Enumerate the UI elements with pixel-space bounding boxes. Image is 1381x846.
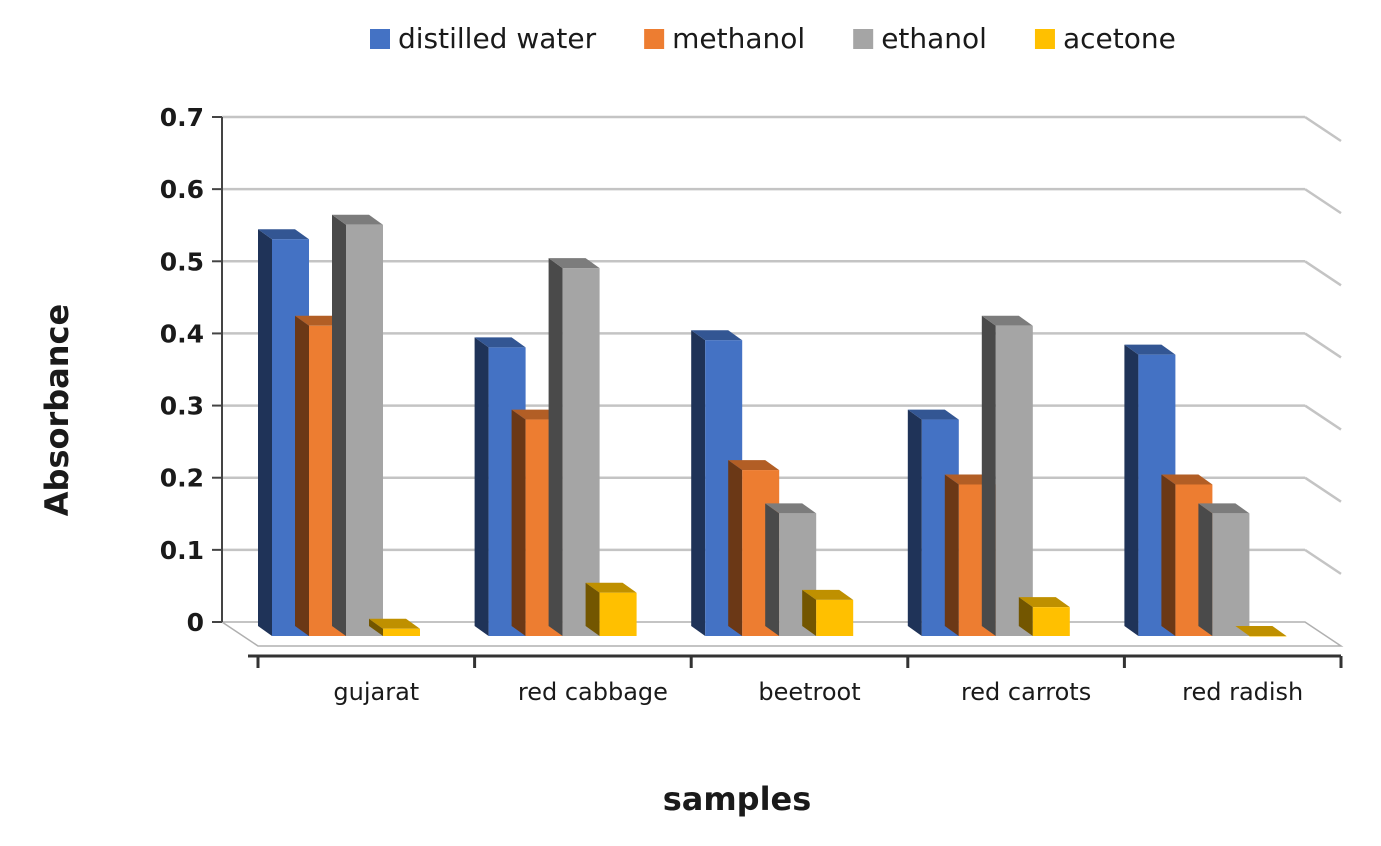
bar <box>332 214 383 637</box>
y-tick-label: 0 <box>187 608 204 637</box>
y-tick-labels: 0 0.1 0.2 0.3 0.4 0.5 0.6 0.7 <box>160 103 204 637</box>
axes <box>212 116 1343 668</box>
x-tick-label: beetroot <box>758 678 860 706</box>
gridline-side <box>1304 548 1342 575</box>
gridline-side <box>1304 115 1342 143</box>
legend-item: ethanol <box>853 22 987 55</box>
legend-label: ethanol <box>881 22 987 55</box>
legend-label: methanol <box>672 22 805 55</box>
y-tick-label: 0.6 <box>160 175 204 204</box>
bar <box>585 582 637 636</box>
y-tick-label: 0.3 <box>160 392 204 421</box>
y-tick-label: 0.5 <box>160 247 204 276</box>
gridline-side <box>1304 476 1342 503</box>
bar <box>369 618 420 636</box>
legend-swatch <box>370 29 390 49</box>
gridline-side <box>1304 332 1342 359</box>
y-tick-label: 0.4 <box>160 319 204 348</box>
y-tick-label: 0.2 <box>160 464 204 493</box>
legend-item: methanol <box>644 22 805 55</box>
bar <box>1235 626 1287 637</box>
gridline-side <box>1304 404 1342 431</box>
y-tick-label: 0.1 <box>160 536 204 565</box>
x-axis-label: samples <box>663 780 812 818</box>
legend-item: distilled water <box>370 22 597 55</box>
y-axis-label: Absorbance <box>38 304 76 516</box>
legend-item: acetone <box>1034 22 1176 55</box>
bar <box>548 258 600 636</box>
bar <box>1018 597 1070 636</box>
x-tick-label: gujarat <box>333 678 419 706</box>
bar <box>765 503 817 636</box>
bars <box>258 214 1287 637</box>
x-tick-label: red cabbage <box>518 678 668 706</box>
x-tick-labels: gujarat red cabbage beetroot red carrots red… <box>333 678 1303 706</box>
legend-swatch <box>1034 29 1055 49</box>
gridline-side <box>1304 260 1342 287</box>
gridline-side <box>1304 188 1342 215</box>
y-tick-label: 0.7 <box>160 103 204 132</box>
legend-label: acetone <box>1063 22 1176 55</box>
x-tick-label: red carrots <box>961 678 1091 706</box>
legend-swatch <box>853 29 874 49</box>
x-tick-label: red radish <box>1182 678 1303 706</box>
bar <box>1198 503 1250 636</box>
bar <box>802 589 854 636</box>
bar <box>981 315 1033 636</box>
legend-label: distilled water <box>398 22 597 55</box>
legend: distilled water methanol ethanol acetone <box>370 22 1176 55</box>
legend-swatch <box>644 29 665 49</box>
